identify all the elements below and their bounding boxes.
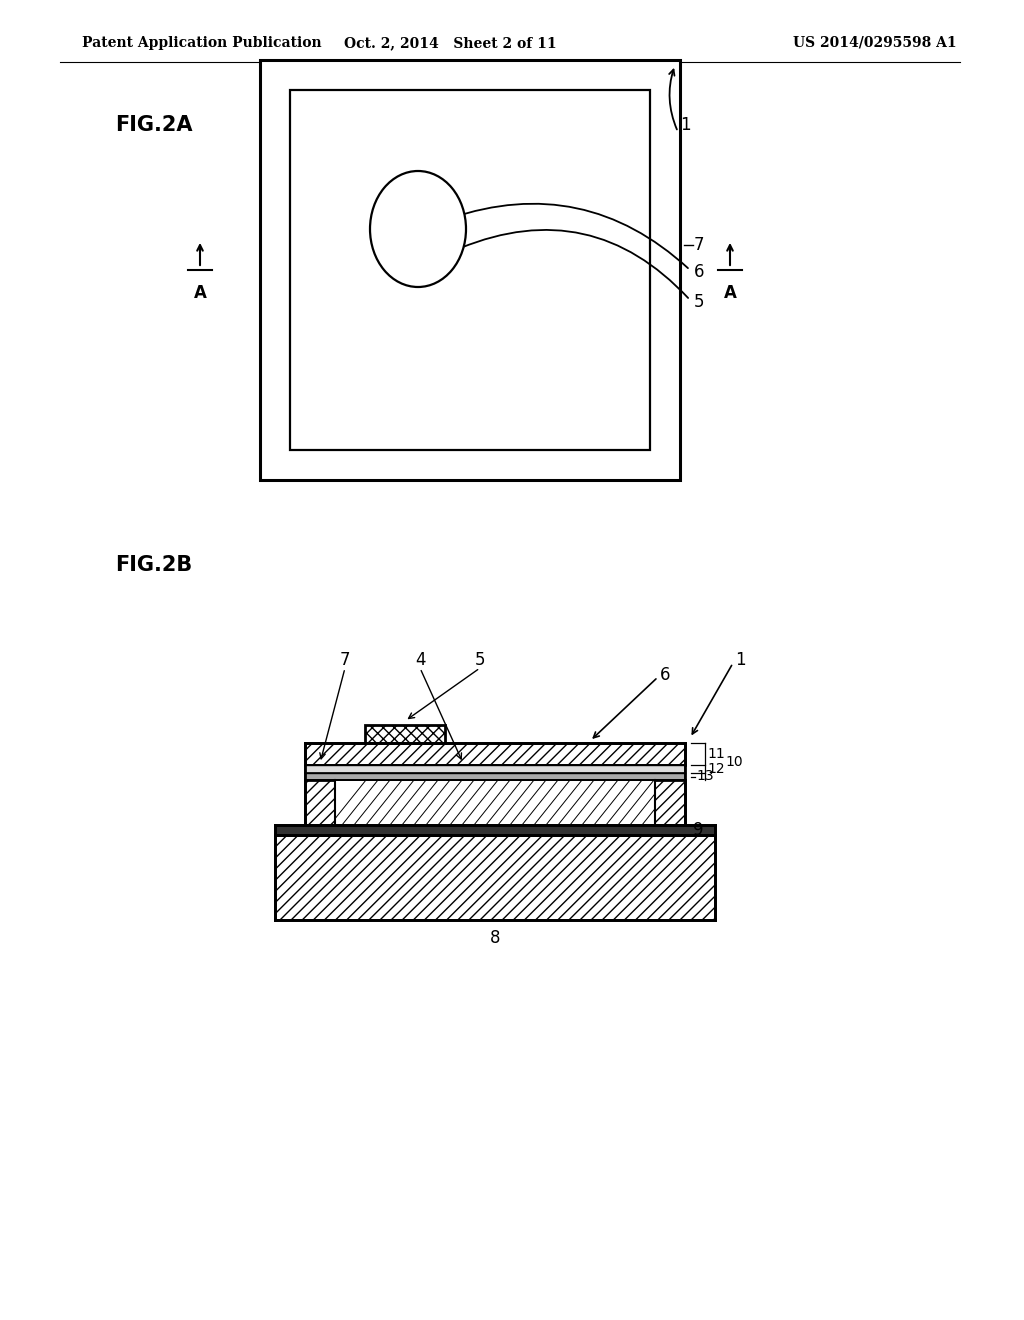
Text: 7: 7 (340, 651, 350, 669)
Ellipse shape (370, 172, 466, 286)
Text: FIG.2B: FIG.2B (115, 554, 193, 576)
Text: 1: 1 (680, 116, 690, 135)
Text: 13: 13 (696, 770, 714, 784)
Text: 8: 8 (489, 929, 501, 946)
Text: 1: 1 (735, 651, 745, 669)
Text: Patent Application Publication: Patent Application Publication (82, 36, 322, 50)
Text: 6: 6 (694, 263, 705, 281)
Text: 7: 7 (694, 236, 705, 253)
Bar (305, 780, 685, 825)
Text: FIG.2A: FIG.2A (115, 115, 193, 135)
Bar (305, 774, 685, 780)
Bar (290, 90, 650, 450)
Text: A: A (194, 284, 207, 302)
Text: 10: 10 (725, 755, 742, 768)
Text: 11: 11 (707, 747, 725, 762)
Bar (365, 725, 445, 743)
Text: US 2014/0295598 A1: US 2014/0295598 A1 (794, 36, 956, 50)
Bar (275, 836, 715, 920)
Text: Oct. 2, 2014   Sheet 2 of 11: Oct. 2, 2014 Sheet 2 of 11 (344, 36, 556, 50)
Text: 5: 5 (694, 293, 705, 312)
Bar (305, 743, 685, 766)
Text: A: A (724, 284, 736, 302)
Bar (305, 766, 685, 774)
Text: 5: 5 (475, 651, 485, 669)
Bar (275, 825, 715, 836)
Bar (335, 780, 655, 825)
Bar (260, 59, 680, 480)
Text: 9: 9 (693, 821, 703, 840)
Text: 6: 6 (660, 667, 671, 684)
Text: 12: 12 (707, 762, 725, 776)
Text: 4: 4 (415, 651, 425, 669)
